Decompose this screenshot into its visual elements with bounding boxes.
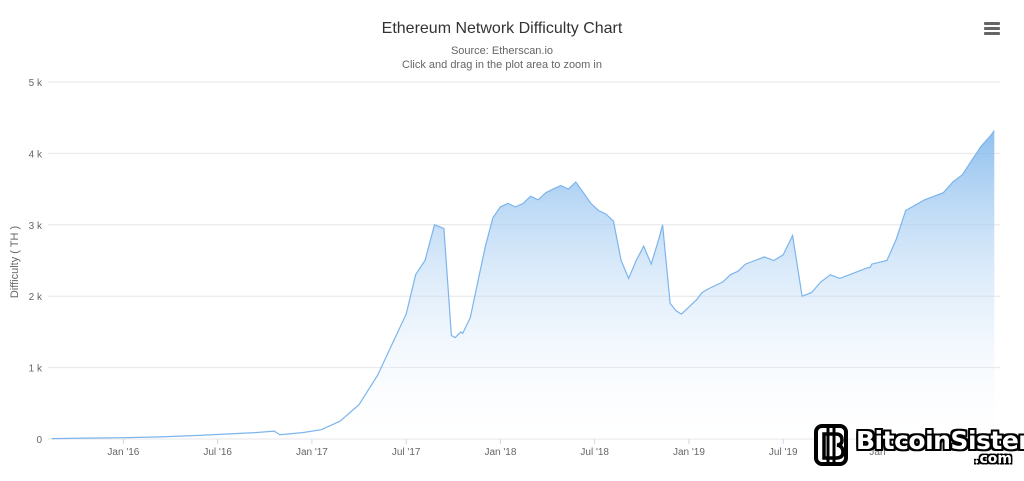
y-tick-label: 0 bbox=[36, 435, 42, 446]
x-tick-label: Jan '19 bbox=[673, 447, 705, 458]
x-tick-label: Jul '17 bbox=[392, 447, 421, 458]
watermark-domain: .com bbox=[974, 451, 1012, 467]
x-tick-label: Jul '19 bbox=[769, 447, 798, 458]
x-axis-ticks: Jan '16 Jul '16 Jan '17 Jul '17 Jan '18 Jul '… bbox=[107, 439, 886, 458]
menu-bar bbox=[984, 27, 1000, 30]
y-tick-label: 1 k bbox=[29, 364, 43, 375]
y-tick-label: 4 k bbox=[29, 149, 43, 160]
x-tick-label: Jan '17 bbox=[296, 447, 328, 458]
difficulty-area bbox=[51, 130, 995, 439]
menu-bar bbox=[984, 32, 1000, 35]
difficulty-line bbox=[51, 130, 995, 440]
y-tick-label: 5 k bbox=[29, 78, 43, 89]
chart-subtitle-hint: Click and drag in the plot area to zoom … bbox=[402, 59, 602, 71]
chart-subtitle-source: Source: Etherscan.io bbox=[451, 45, 553, 57]
watermark-brand: BitcoinSistemi bbox=[856, 426, 1024, 455]
x-tick-label: Jan '18 bbox=[484, 447, 516, 458]
hamburger-menu-icon[interactable] bbox=[984, 22, 1000, 36]
x-tick-label: Jan bbox=[869, 447, 885, 458]
bitcoin-logo-icon bbox=[814, 424, 848, 466]
y-axis-ticks: 0 1 k 2 k 3 k 4 k 5 k bbox=[29, 78, 43, 446]
x-tick-label: Jan '16 bbox=[107, 447, 139, 458]
watermark: BitcoinSistemi .com bbox=[810, 420, 1024, 481]
menu-bar bbox=[984, 22, 1000, 25]
y-tick-label: 3 k bbox=[29, 221, 43, 232]
y-axis-label: Difficulty ( TH ) bbox=[9, 226, 21, 298]
x-tick-label: Jul '16 bbox=[203, 447, 232, 458]
chart-title: Ethereum Network Difficulty Chart bbox=[382, 20, 623, 37]
x-tick-label: Jul '18 bbox=[580, 447, 609, 458]
y-tick-label: 2 k bbox=[29, 292, 43, 303]
